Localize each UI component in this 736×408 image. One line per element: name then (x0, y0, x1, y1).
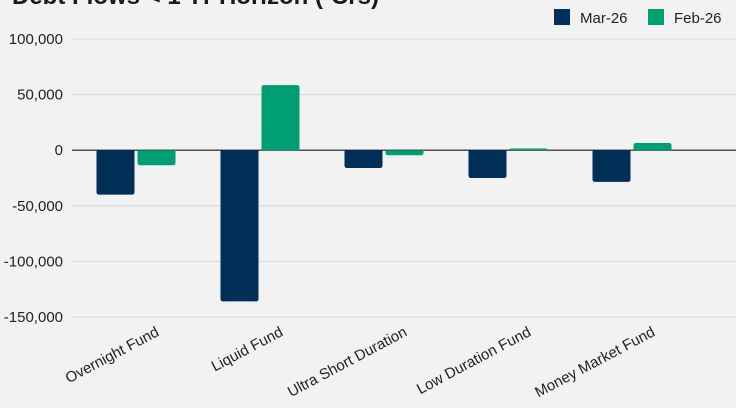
x-category-label: Overnight Fund (63, 324, 162, 388)
legend-swatch-mar-26 (554, 9, 570, 25)
bar-mar-26-liquid-fund (220, 150, 259, 302)
legend-label-mar-26: Mar-26 (580, 10, 628, 27)
bar-feb-26-low-duration-fund (509, 148, 548, 151)
bar-feb-26-money-market-fund (633, 142, 672, 151)
y-tick-label: 50,000 (17, 87, 63, 104)
chart-title: Debt Flows < 1 Yr Horizon (`Crs) (12, 0, 379, 10)
x-category-label: Ultra Short Duration (285, 324, 410, 401)
bar-mar-26-money-market-fund (592, 150, 631, 182)
y-tick-label: 100,000 (9, 31, 63, 48)
bar-feb-26-ultra-short-duration (385, 150, 424, 156)
bar-feb-26-liquid-fund (261, 85, 300, 151)
x-category-label: Liquid Fund (209, 324, 286, 376)
y-tick-label: -100,000 (4, 253, 63, 270)
x-category-label: Low Duration Fund (414, 324, 534, 399)
bars (96, 85, 672, 302)
y-axis-ticks: 100,000 50,000 0 -50,000 -100,000 -150,000 (4, 31, 63, 326)
legend: Mar-26 Feb-26 (554, 9, 722, 27)
y-tick-label: 0 (55, 142, 63, 159)
y-tick-label: -50,000 (12, 198, 63, 215)
bar-feb-26-overnight-fund (137, 150, 176, 166)
grid-layer (72, 38, 736, 318)
legend-swatch-feb-26 (648, 9, 664, 25)
legend-label-feb-26: Feb-26 (674, 10, 722, 27)
x-category-label: Money Market Fund (532, 324, 658, 402)
y-tick-label: -150,000 (4, 309, 63, 326)
bar-mar-26-low-duration-fund (468, 150, 507, 178)
bar-mar-26-overnight-fund (96, 150, 135, 195)
bar-mar-26-ultra-short-duration (344, 150, 383, 168)
